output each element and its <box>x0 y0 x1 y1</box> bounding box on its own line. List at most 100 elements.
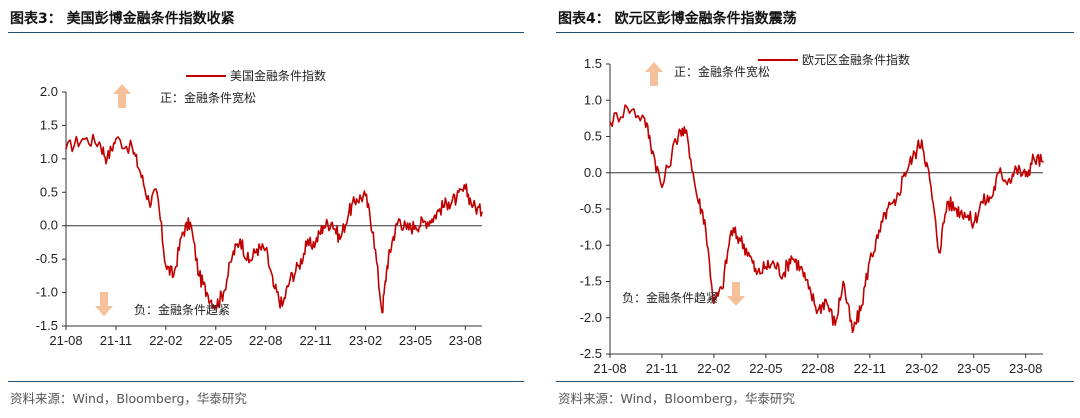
x-tick-label: 23-02 <box>905 361 938 376</box>
data-point <box>381 311 383 314</box>
data-point <box>773 262 775 265</box>
y-tick-label: 0.5 <box>40 184 58 199</box>
data-point <box>464 188 467 190</box>
data-point <box>198 275 200 277</box>
chart-panel-us: 图表3： 美国彭博金融条件指数收紧 2.0 1.5 1.0 0.5 0.0 -0.5 -1.… <box>0 0 530 418</box>
data-point <box>686 135 689 138</box>
data-point <box>314 241 317 244</box>
data-point <box>331 221 334 224</box>
data-point <box>765 266 767 268</box>
data-point <box>455 198 458 200</box>
data-point <box>747 251 750 254</box>
data-point <box>1032 157 1035 160</box>
data-point <box>859 309 862 312</box>
data-point <box>1007 179 1010 181</box>
y-tick-label: 1.5 <box>584 56 602 71</box>
data-point <box>115 138 117 140</box>
data-point <box>439 208 441 210</box>
data-point <box>626 106 629 109</box>
data-point <box>877 237 879 239</box>
positive-annotation: 正：金融条件宽松 <box>160 90 256 105</box>
y-tick-label: -1.0 <box>36 285 58 300</box>
eu-fci-chart: 1.5 1.0 0.5 0.0 -0.5 -1.0 -1.5 -2.0 -2.521-08 21-… <box>580 52 1044 376</box>
y-tick-label: -1.0 <box>580 237 602 252</box>
data-point <box>391 238 394 240</box>
data-point <box>929 179 931 181</box>
y-tick-label: 0.0 <box>584 165 602 180</box>
data-point <box>730 229 733 232</box>
x-tick-label: 23-05 <box>399 333 432 348</box>
data-point <box>825 298 827 301</box>
data-point <box>222 291 225 294</box>
data-point <box>322 224 325 227</box>
negative-annotation: 负：金融条件趋紧 <box>134 302 230 317</box>
positive-annotation: 正：金融条件宽松 <box>674 64 770 79</box>
data-point <box>156 191 158 194</box>
x-tick-label: 22-11 <box>854 361 886 376</box>
data-point <box>386 265 388 267</box>
data-point <box>990 197 992 199</box>
down-arrow-icon <box>95 292 113 316</box>
x-tick-label: 22-08 <box>249 333 282 348</box>
source-note: 资料来源：Wind，Bloomberg，华泰研究 <box>10 391 247 406</box>
source-rule <box>8 381 524 382</box>
data-point <box>106 158 108 160</box>
y-tick-label: -1.5 <box>580 274 602 289</box>
x-tick-label: 22-05 <box>199 333 232 348</box>
data-point <box>256 248 258 250</box>
data-point <box>894 204 897 207</box>
data-point <box>481 211 483 214</box>
x-tick-label: 21-11 <box>646 361 678 376</box>
data-point <box>963 211 966 214</box>
data-point <box>65 148 67 150</box>
data-point <box>651 150 654 152</box>
data-point <box>1024 175 1027 178</box>
series-line <box>609 104 1044 334</box>
data-point <box>305 244 308 247</box>
down-arrow-icon <box>727 282 745 306</box>
data-point <box>920 139 923 141</box>
data-point <box>972 222 975 225</box>
data-point <box>281 305 284 307</box>
data-point <box>447 201 450 204</box>
data-point <box>239 238 241 240</box>
data-point <box>817 309 819 312</box>
data-point <box>189 221 192 224</box>
data-point <box>81 138 84 140</box>
x-tick-label: 23-02 <box>349 333 382 348</box>
data-point <box>807 287 810 290</box>
title-rule <box>8 32 524 33</box>
data-point <box>678 128 681 131</box>
data-point <box>289 278 291 280</box>
data-point <box>339 238 341 240</box>
x-tick-label: 23-05 <box>957 361 990 376</box>
data-point <box>472 204 474 207</box>
data-point <box>431 218 433 220</box>
data-point <box>348 211 350 214</box>
source-rule <box>556 381 1074 382</box>
data-point <box>364 194 367 197</box>
y-tick-label: -2.5 <box>580 346 602 361</box>
data-point <box>1015 168 1018 170</box>
y-tick-label: -1.5 <box>36 318 58 333</box>
legend-label: 欧元区金融条件指数 <box>802 52 910 67</box>
data-point <box>938 251 940 254</box>
data-point <box>755 273 758 276</box>
data-point <box>131 148 134 150</box>
y-tick-label: 1.5 <box>40 117 58 132</box>
data-point <box>609 121 611 123</box>
data-point <box>206 291 208 294</box>
data-point <box>695 193 698 196</box>
chart-panel-eu: 图表4： 欧元区彭博金融条件指数震荡 1.5 1.0 0.5 0.0 -0.5 -1.0 -… <box>548 0 1080 418</box>
data-point <box>955 208 958 210</box>
data-point <box>643 117 646 120</box>
legend-label: 美国金融条件指数 <box>230 68 326 83</box>
data-point <box>405 228 408 230</box>
y-tick-label: 2.0 <box>40 84 58 99</box>
data-point <box>139 171 142 174</box>
negative-annotation: 负：金融条件趋紧 <box>622 290 718 305</box>
y-tick-label: -0.5 <box>580 201 602 216</box>
data-point <box>272 285 275 287</box>
chart-title: 图表4： 欧元区彭博金融条件指数震荡 <box>558 11 797 27</box>
data-point <box>851 331 854 334</box>
